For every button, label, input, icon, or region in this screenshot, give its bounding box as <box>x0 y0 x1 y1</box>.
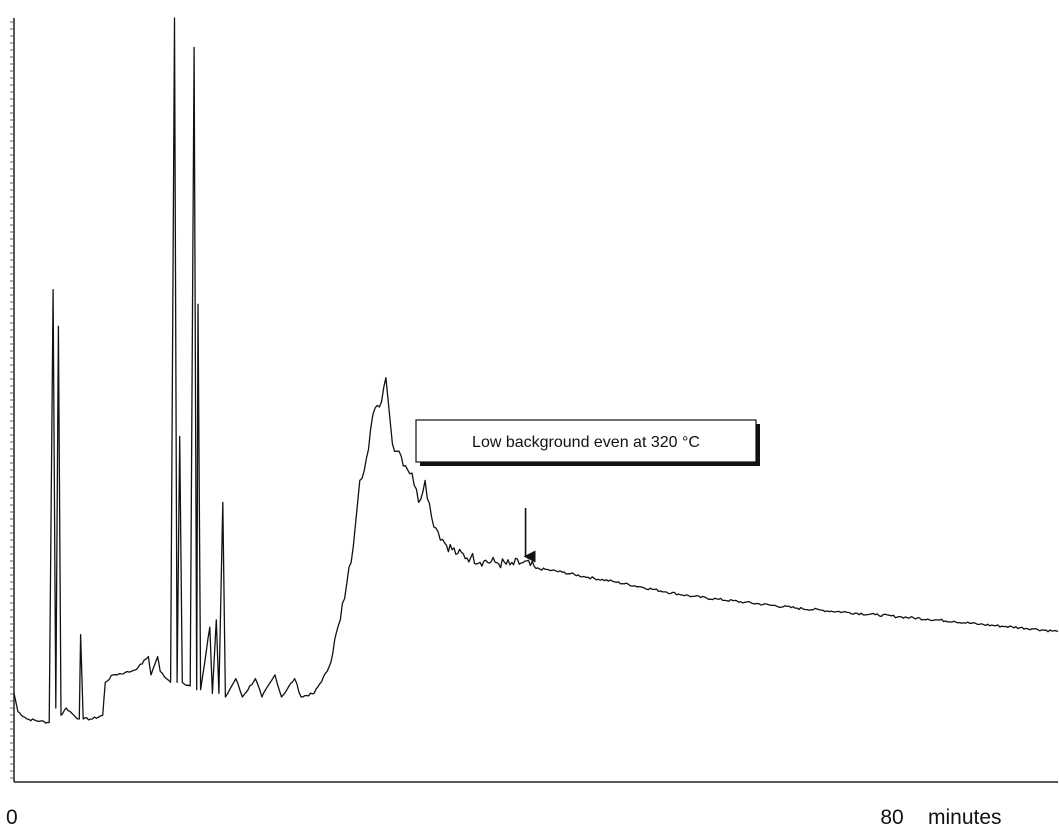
x-unit-label: minutes <box>928 806 1002 828</box>
annotation-text: Low background even at 320 °C <box>472 434 700 451</box>
x-tick-label-0: 0 <box>6 806 18 828</box>
x-tick-label-80: 80 <box>880 806 903 828</box>
annotation: Low background even at 320 °C <box>415 419 760 563</box>
chromatogram-trace <box>13 17 1059 724</box>
y-axis-minor-ticks <box>10 21 14 779</box>
annotation-box <box>415 419 757 463</box>
y-axis-group <box>10 18 15 782</box>
